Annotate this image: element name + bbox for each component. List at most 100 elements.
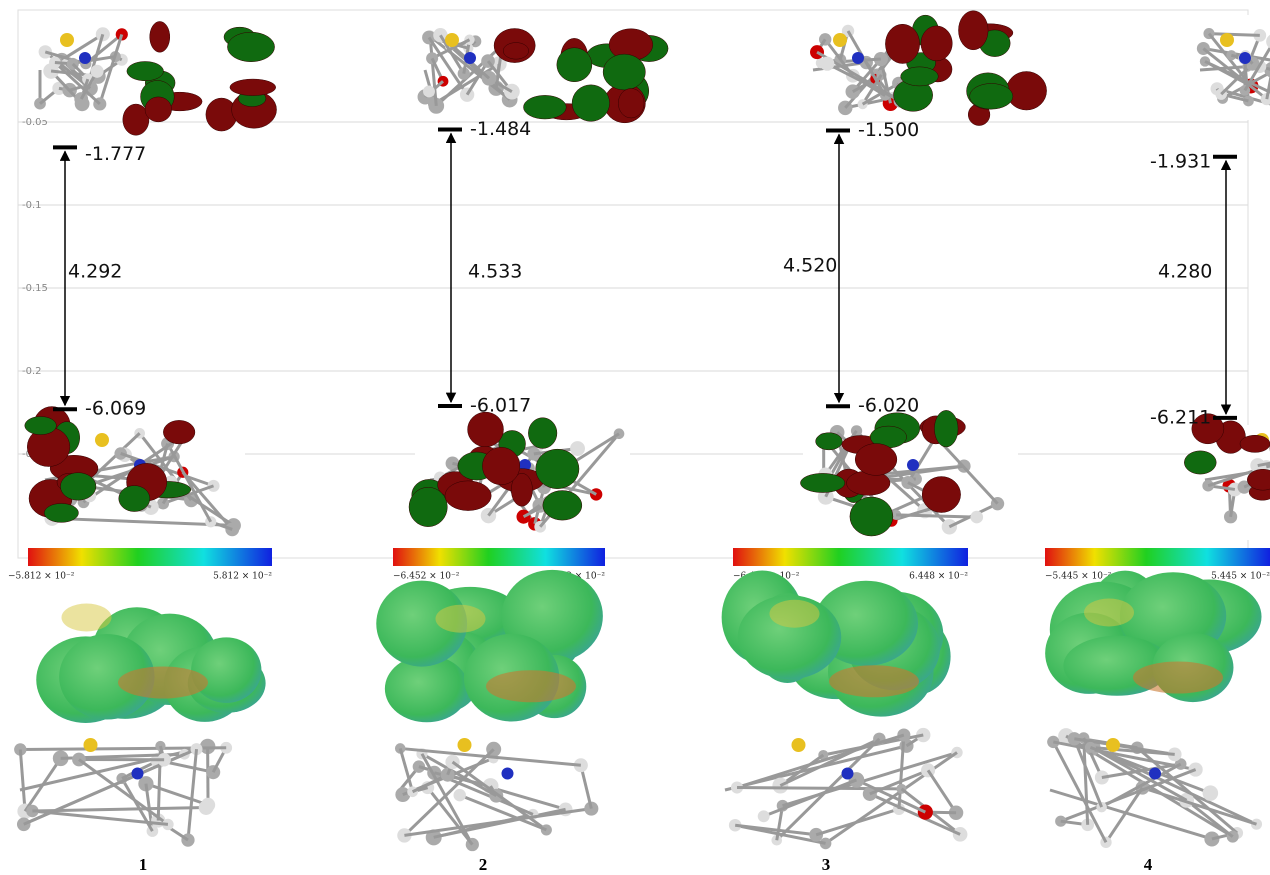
atom: [454, 789, 466, 801]
nitrogen-atom: [1149, 768, 1161, 780]
bond: [32, 811, 168, 824]
nitrogen-atom: [1239, 52, 1251, 64]
lumo-label: -1.484: [470, 118, 531, 140]
bond: [188, 749, 197, 840]
sulfur-atom: [458, 738, 472, 752]
orbital-lobe: [230, 79, 276, 96]
esp-negative: [62, 604, 112, 632]
orbital-lobe: [557, 48, 592, 82]
esp-negative: [486, 670, 576, 702]
esp-surface: [722, 571, 951, 717]
nitrogen-atom: [79, 52, 91, 64]
orbital-lobe: [934, 410, 958, 447]
orbital-lobe: [572, 85, 610, 121]
gap-label: 4.280: [1158, 261, 1212, 283]
compound-number: 2: [479, 855, 488, 874]
esp-negative: [1084, 599, 1134, 627]
gap-label: 4.292: [68, 261, 122, 283]
orbital-lobe: [409, 487, 447, 526]
atom: [758, 810, 770, 822]
bond: [146, 784, 208, 805]
atom: [970, 511, 983, 524]
esp-min: −6.452 × 10⁻²: [393, 572, 460, 582]
figure: -0.05-0.1-0.15-0.2-0.25-1.777-6.0694.292…: [0, 0, 1270, 875]
orbital-lobe: [163, 420, 195, 444]
homo-label: -6.020: [858, 395, 919, 417]
orbital-lobe: [468, 412, 504, 447]
atom: [570, 441, 585, 456]
orbital-lobe: [482, 447, 519, 485]
ball-and-stick: [1047, 728, 1262, 848]
homo-label: -6.211: [1150, 406, 1211, 428]
bond: [20, 749, 25, 811]
esp-negative: [829, 665, 919, 697]
nitrogen-atom: [852, 52, 864, 64]
bond: [826, 753, 957, 844]
orbital-lobe: [922, 477, 960, 513]
orbital-lobe: [901, 67, 939, 86]
lumo-label: -1.931: [1150, 150, 1211, 172]
sulfur-atom: [60, 33, 74, 47]
bond: [1142, 788, 1256, 824]
esp-colorbar: [1045, 548, 1270, 566]
orbital-lobe: [150, 21, 170, 52]
esp-colorbar: [393, 548, 605, 566]
orbital-lobe: [25, 416, 57, 434]
orbital-lobe: [227, 32, 274, 62]
orbital-lobe: [445, 481, 491, 511]
ball-and-stick: [395, 738, 598, 851]
orbital-lobe: [127, 61, 164, 80]
bond: [1187, 800, 1233, 836]
bond: [453, 762, 547, 830]
bond: [25, 758, 61, 811]
bond: [928, 770, 956, 812]
molecule-images: [25, 15, 277, 540]
esp-max: 6.448 × 10⁻²: [909, 572, 968, 582]
orbital-lobe: [800, 473, 844, 492]
orbital-lobe: [536, 449, 579, 489]
orbital-lobe: [1184, 451, 1216, 474]
sulfur-atom: [833, 33, 847, 47]
orbital-lobe: [1006, 71, 1046, 110]
homo-label: -6.017: [470, 395, 531, 417]
atom: [460, 87, 474, 101]
nitrogen-atom: [502, 768, 514, 780]
bond: [404, 809, 591, 836]
esp-colorbar: [733, 548, 968, 566]
sulfur-atom: [1220, 33, 1234, 47]
orbital-lobe: [1240, 435, 1270, 452]
atom: [225, 523, 239, 537]
orbital-lobe: [523, 95, 566, 119]
gap-label: 4.533: [468, 261, 522, 283]
lumo-label: -1.777: [85, 143, 146, 165]
esp-lobe: [191, 637, 261, 703]
lumo-label: -1.500: [858, 119, 919, 141]
sulfur-atom: [792, 738, 806, 752]
nitrogen-atom: [842, 768, 854, 780]
orbital-lobe: [618, 88, 644, 117]
esp-negative: [118, 667, 208, 699]
orbital-lobe: [603, 54, 645, 90]
sulfur-atom: [95, 433, 109, 447]
orbital-lobe: [44, 503, 78, 522]
esp-max: 5.812 × 10⁻²: [213, 572, 272, 582]
orbital-lobe: [60, 473, 96, 501]
atom: [426, 52, 438, 64]
compound-number: 3: [822, 855, 831, 874]
bond: [816, 809, 899, 835]
atom: [810, 45, 824, 59]
sulfur-atom: [1106, 738, 1120, 752]
atom: [820, 57, 834, 71]
orbital-lobe: [885, 24, 919, 63]
esp-min: −5.445 × 10⁻²: [1045, 572, 1112, 582]
esp-surface: [36, 604, 265, 723]
nitrogen-atom: [464, 52, 476, 64]
esp-negative: [770, 600, 820, 628]
orbital-lobe: [855, 444, 897, 476]
esp-min: −5.812 × 10⁻²: [8, 572, 75, 582]
esp-max: 5.445 × 10⁻²: [1211, 572, 1270, 582]
gap-label: 4.520: [783, 255, 837, 277]
orbital-lobe: [528, 418, 557, 449]
atom: [91, 65, 104, 78]
y-tick-label: -0.15: [22, 283, 48, 294]
